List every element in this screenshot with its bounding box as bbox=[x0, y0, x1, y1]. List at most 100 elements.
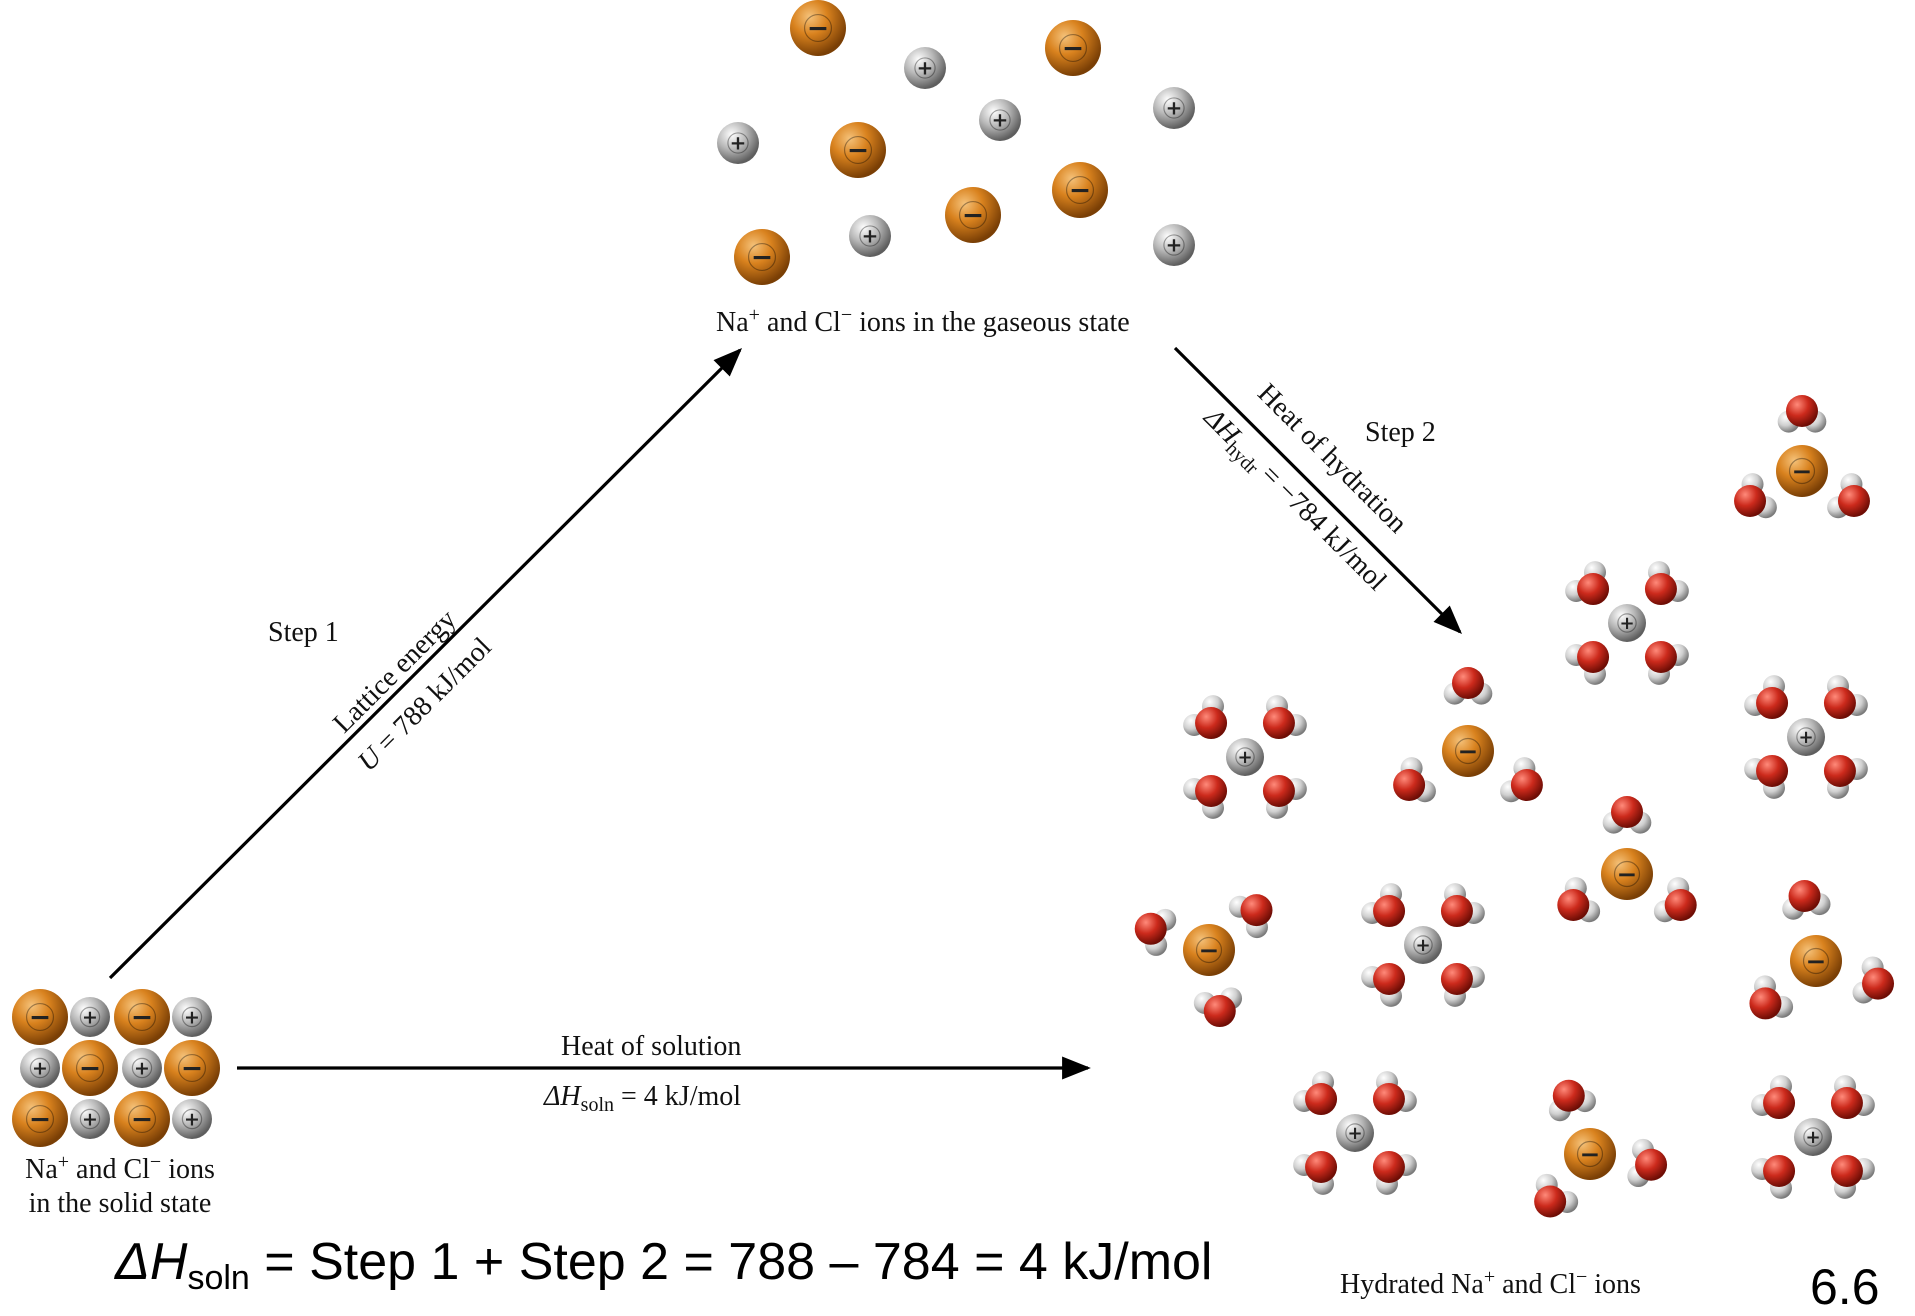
water-molecule bbox=[1361, 883, 1406, 928]
hydrated-ions-label: Hydrated Na+ and Cl− ions bbox=[1340, 1266, 1641, 1300]
sodium-ion: + bbox=[904, 47, 946, 89]
gaseous-state-label: Na+ and Cl− ions in the gaseous state bbox=[716, 304, 1130, 338]
gaseous-ions-group: − − + + + + − − − + − + bbox=[717, 0, 1195, 285]
svg-text:−: − bbox=[962, 200, 984, 231]
svg-text:−: − bbox=[131, 1002, 153, 1033]
chloride-ion: − bbox=[114, 1091, 170, 1147]
sodium-ion: + bbox=[1794, 1118, 1832, 1156]
svg-text:−: − bbox=[1806, 946, 1827, 975]
chloride-ion: − bbox=[1052, 162, 1108, 218]
water-molecule bbox=[1830, 1154, 1875, 1199]
water-molecule bbox=[1777, 395, 1827, 433]
sodium-ion: + bbox=[172, 1099, 212, 1139]
svg-text:+: + bbox=[184, 1108, 200, 1130]
svg-text:+: + bbox=[32, 1057, 48, 1079]
svg-text:−: − bbox=[1199, 935, 1220, 964]
sodium-ion: + bbox=[122, 1048, 162, 1088]
svg-text:+: + bbox=[1798, 727, 1813, 748]
water-molecule bbox=[1443, 667, 1493, 705]
svg-text:+: + bbox=[184, 1006, 200, 1028]
chloride-ion: − bbox=[790, 0, 846, 56]
svg-text:+: + bbox=[1805, 1127, 1820, 1148]
svg-text:+: + bbox=[82, 1108, 98, 1130]
water-molecule bbox=[1183, 695, 1228, 740]
svg-text:+: + bbox=[730, 131, 747, 155]
water-molecule bbox=[1565, 561, 1610, 606]
water-molecule bbox=[1830, 1075, 1875, 1120]
water-molecule bbox=[1500, 757, 1543, 803]
sodium-ion: + bbox=[1153, 87, 1195, 129]
enthalpy-equation: ΔHsoln = Step 1 + Step 2 = 788 – 784 = 4… bbox=[115, 1233, 1213, 1297]
svg-text:+: + bbox=[82, 1006, 98, 1028]
svg-text:−: − bbox=[1617, 859, 1638, 888]
svg-text:+: + bbox=[917, 56, 934, 80]
water-molecule bbox=[1557, 877, 1601, 923]
chloride-ion: − bbox=[1601, 848, 1653, 900]
water-molecule bbox=[1751, 1075, 1796, 1120]
water-molecule bbox=[1262, 695, 1307, 740]
sodium-ion: + bbox=[1404, 926, 1442, 964]
svg-text:−: − bbox=[1792, 456, 1813, 485]
water-molecule bbox=[1183, 774, 1228, 819]
water-molecule bbox=[1228, 894, 1273, 939]
water-molecule bbox=[1361, 962, 1406, 1007]
water-molecule bbox=[1193, 987, 1243, 1028]
sodium-ion: + bbox=[1153, 224, 1195, 266]
svg-text:+: + bbox=[1415, 935, 1430, 956]
chloride-ion: − bbox=[12, 989, 68, 1045]
svg-text:−: − bbox=[847, 135, 869, 166]
water-molecule bbox=[1602, 796, 1652, 834]
chloride-ion: − bbox=[1776, 445, 1828, 497]
water-molecule bbox=[1744, 754, 1789, 799]
svg-text:−: − bbox=[1069, 175, 1091, 206]
water-molecule bbox=[1372, 1071, 1417, 1116]
svg-text:−: − bbox=[29, 1002, 51, 1033]
heat-of-solution-label: Heat of solution bbox=[561, 1031, 742, 1062]
water-molecule bbox=[1440, 883, 1485, 928]
step2-arrow bbox=[1173, 346, 1463, 635]
svg-text:+: + bbox=[862, 224, 879, 248]
water-molecule bbox=[1134, 908, 1177, 956]
sodium-ion: + bbox=[979, 99, 1021, 141]
svg-text:−: − bbox=[29, 1104, 51, 1135]
svg-text:−: − bbox=[181, 1053, 203, 1084]
sodium-ion: + bbox=[849, 215, 891, 257]
step1-arrow bbox=[108, 347, 743, 980]
chloride-ion: − bbox=[1442, 725, 1494, 777]
chloride-ion: − bbox=[164, 1040, 220, 1096]
water-molecule bbox=[1734, 473, 1777, 519]
chloride-ion: − bbox=[1564, 1128, 1616, 1180]
svg-text:−: − bbox=[79, 1053, 101, 1084]
solid-lattice-group: − + − ++ − + −− + − + bbox=[12, 989, 220, 1147]
water-molecule bbox=[1393, 757, 1436, 803]
water-molecule bbox=[1293, 1071, 1338, 1116]
water-molecule bbox=[1852, 956, 1895, 1004]
chloride-ion: − bbox=[830, 122, 886, 178]
sodium-ion: + bbox=[1226, 738, 1264, 776]
water-molecule bbox=[1751, 1154, 1796, 1199]
svg-text:+: + bbox=[1166, 233, 1183, 257]
svg-text:+: + bbox=[1166, 96, 1183, 120]
chloride-ion: − bbox=[1045, 20, 1101, 76]
svg-text:−: − bbox=[751, 242, 773, 273]
step1-label: Step 1 bbox=[268, 617, 339, 648]
water-molecule bbox=[1644, 640, 1689, 685]
water-molecule bbox=[1262, 774, 1307, 819]
sodium-ion: + bbox=[1787, 718, 1825, 756]
water-molecule bbox=[1548, 1079, 1596, 1122]
sodium-ion: + bbox=[717, 122, 759, 164]
water-molecule bbox=[1627, 1138, 1668, 1188]
svg-text:−: − bbox=[131, 1104, 153, 1135]
water-molecule bbox=[1749, 975, 1794, 1020]
svg-text:+: + bbox=[1347, 1123, 1362, 1144]
heat-of-solution-value: ΔHsoln = 4 kJ/mol bbox=[544, 1081, 742, 1116]
water-molecule bbox=[1644, 561, 1689, 606]
water-molecule bbox=[1744, 675, 1789, 720]
step2-label: Step 2 bbox=[1365, 417, 1436, 448]
water-molecule bbox=[1782, 880, 1831, 920]
sodium-ion: + bbox=[1336, 1114, 1374, 1152]
svg-text:−: − bbox=[807, 13, 829, 44]
water-molecule bbox=[1823, 675, 1868, 720]
svg-text:−: − bbox=[1062, 33, 1084, 64]
